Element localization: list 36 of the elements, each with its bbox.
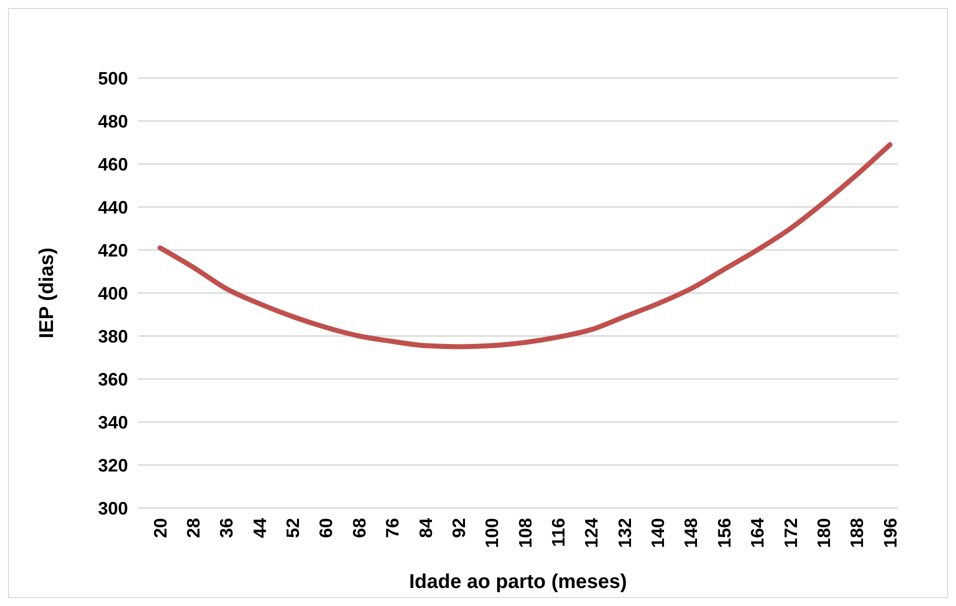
- x-tick-label: 100: [482, 518, 502, 548]
- y-tick-label: 380: [98, 326, 128, 346]
- y-tick-label: 320: [98, 455, 128, 476]
- y-tick-label: 400: [98, 283, 128, 304]
- y-tick-label: 460: [98, 154, 128, 174]
- x-tick-label: 108: [515, 518, 536, 548]
- x-tick-label: 132: [614, 518, 635, 548]
- x-tick-label: 92: [448, 518, 469, 538]
- y-tick-label: 420: [98, 240, 128, 260]
- y-tick-label: 500: [98, 68, 128, 88]
- x-tick-label: 44: [250, 518, 270, 538]
- x-tick-label: 124: [582, 518, 602, 548]
- x-tick-label: 180: [814, 518, 834, 548]
- x-tick-label: 60: [316, 518, 336, 538]
- x-tick-label: 36: [216, 518, 237, 538]
- x-tick-label: 76: [382, 518, 403, 538]
- x-tick-label: 196: [880, 518, 900, 548]
- x-tick-label: 188: [847, 518, 868, 548]
- x-tick-label: 84: [416, 518, 436, 538]
- x-tick-label: 116: [548, 518, 568, 548]
- x-tick-label: 140: [648, 518, 668, 548]
- x-tick-label: 52: [283, 518, 304, 538]
- x-tick-label: 172: [780, 518, 801, 548]
- x-tick-label: 164: [748, 518, 768, 548]
- x-axis-title: Idade ao parto (meses): [409, 571, 627, 593]
- y-tick-label: 340: [98, 412, 128, 432]
- y-tick-label: 360: [98, 369, 128, 390]
- x-tick-label: 68: [349, 518, 370, 538]
- y-tick-label: 300: [98, 498, 128, 518]
- x-tick-label: 28: [183, 518, 204, 538]
- x-tick-label: 148: [681, 518, 702, 548]
- y-axis-title: IEP (dias): [36, 248, 58, 338]
- y-tick-label: 480: [98, 111, 128, 132]
- x-tick-label: 20: [150, 518, 170, 538]
- y-tick-label: 440: [98, 197, 128, 218]
- x-tick-label: 156: [714, 518, 734, 548]
